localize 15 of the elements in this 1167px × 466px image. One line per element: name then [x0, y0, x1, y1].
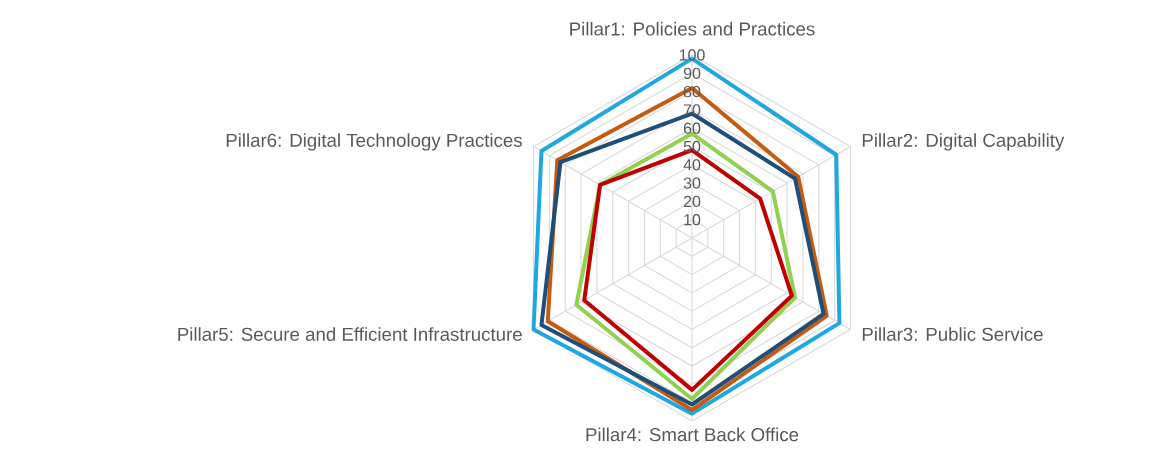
y-tick-label: 10 — [684, 214, 701, 226]
spoke-label: Pillar5: Secure and Efficient Infrastructure — [178, 327, 522, 341]
y-tick-label: 60 — [683, 122, 701, 134]
spoke-label: Pillar2: Digital Capability — [862, 133, 1065, 151]
y-tick-label: 100 — [679, 49, 705, 61]
y-tick-label: 90 — [683, 67, 701, 79]
y-tick-label: 50 — [683, 140, 701, 153]
y-tick-label: 40 — [683, 159, 701, 171]
y-tick-label: 20 — [683, 195, 701, 208]
y-tick-label: 30 — [683, 177, 701, 189]
spoke-label: Pillar1: Policies and Practices — [570, 21, 815, 36]
spoke-label: Pillar3: Public Service — [862, 327, 1043, 341]
spoke-label: Pillar4: Smart Back Office — [586, 427, 799, 442]
spoke-label: Pillar6: Digital Technology Practices — [226, 133, 522, 151]
y-tick-label: 70 — [683, 104, 701, 116]
